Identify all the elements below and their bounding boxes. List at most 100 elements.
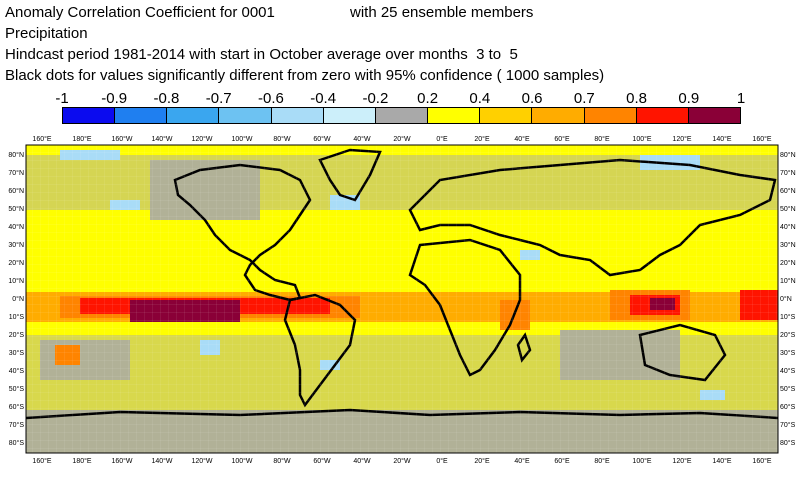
lon-tick-label-bottom: 120°E xyxy=(672,457,691,465)
lat-tick-label-right: 20°N xyxy=(780,259,796,267)
colorbar-tick-label: -0.8 xyxy=(153,90,180,107)
colorbar-segment xyxy=(63,108,116,123)
lat-tick-label-right: 40°S xyxy=(780,367,796,375)
lat-tick-label-right: 60°N xyxy=(780,187,796,195)
lon-tick-label-bottom: 120°W xyxy=(191,457,212,465)
lat-tick-label-left: 20°N xyxy=(8,259,24,267)
lat-tick-label-left: 10°S xyxy=(9,313,25,321)
lat-tick-label-right: 50°N xyxy=(780,205,796,213)
lat-tick-label-left: 50°N xyxy=(8,205,24,213)
lon-tick-label-bottom: 160°E xyxy=(752,457,771,465)
lat-tick-label-right: 0°N xyxy=(780,295,792,303)
colorbar-segment xyxy=(375,108,429,123)
lon-tick-label-bottom: 140°W xyxy=(151,457,172,465)
colorbar-segment xyxy=(636,108,689,123)
lon-tick-label-bottom: 40°E xyxy=(514,457,530,465)
lon-tick-label-bottom: 40°W xyxy=(353,457,371,465)
colorbar-tick-label: -1 xyxy=(55,90,69,107)
lon-tick-label-top: 80°W xyxy=(273,135,291,143)
colorbar-tick-label: 0.8 xyxy=(626,90,647,107)
colorbar-segment xyxy=(115,108,168,123)
colorbar-segment xyxy=(584,108,637,123)
lat-axis-right: 80°N 70°N 60°N 50°N 40°N 30°N 20°N 10°N 0°N 10°S 2… xyxy=(780,151,796,447)
lat-tick-label-right: 70°S xyxy=(780,421,796,429)
title-line-3: Hindcast period 1981-2014 with start in … xyxy=(5,46,518,63)
lon-tick-label-top: 160°W xyxy=(111,135,132,143)
colorbar-segment xyxy=(480,108,533,123)
lon-tick-label-bottom: 100°W xyxy=(231,457,252,465)
lat-tick-label-right: 10°N xyxy=(780,277,796,285)
lon-tick-label-top: 80°E xyxy=(594,135,610,143)
colorbar xyxy=(62,107,741,124)
lat-tick-label-right: 20°S xyxy=(780,331,796,339)
map-frame xyxy=(25,144,779,454)
lat-axis-left: 80°N 70°N 60°N 50°N 40°N 30°N 20°N 10°N 0°N 10°S 2… xyxy=(8,151,24,447)
lat-tick-label-right: 80°S xyxy=(780,439,796,447)
lat-tick-label-left: 60°S xyxy=(9,403,25,411)
lon-tick-label-top: 140°W xyxy=(151,135,172,143)
lat-tick-label-left: 80°S xyxy=(9,439,25,447)
colorbar-segment xyxy=(271,108,324,123)
colorbar-tick-label: -0.7 xyxy=(205,90,232,107)
lon-tick-label-bottom: 100°E xyxy=(632,457,651,465)
colorbar-tick-label: 0.4 xyxy=(469,90,491,107)
title-line-1a: Anomaly Correlation Coefficient for 0001 xyxy=(5,4,275,21)
lat-tick-label-right: 70°N xyxy=(780,169,796,177)
lon-tick-label-bottom: 80°E xyxy=(594,457,610,465)
colorbar-tick-label: 0.6 xyxy=(521,90,543,107)
colorbar-segment xyxy=(532,108,585,123)
title-line-4: Black dots for values significantly diff… xyxy=(5,67,605,84)
colorbar-tick-label: 1 xyxy=(736,90,746,107)
lat-tick-label-left: 60°N xyxy=(8,187,24,195)
lon-tick-label-top: 0°E xyxy=(436,135,448,143)
lon-tick-label-bottom: 80°W xyxy=(273,457,291,465)
lat-tick-label-left: 30°S xyxy=(9,349,25,357)
lat-tick-label-right: 60°S xyxy=(780,403,796,411)
lat-tick-label-left: 0°N xyxy=(12,295,24,303)
lon-tick-label-bottom: 160°E xyxy=(32,457,51,465)
lon-tick-label-top: 40°W xyxy=(353,135,371,143)
colorbar-tick-label: -0.4 xyxy=(310,90,337,107)
lat-tick-label-right: 40°N xyxy=(780,223,796,231)
colorbar-tick-label: 0.9 xyxy=(678,90,700,107)
lat-tick-label-right: 50°S xyxy=(780,385,796,393)
lon-tick-label-bottom: 180°E xyxy=(72,457,91,465)
lat-tick-label-left: 10°N xyxy=(8,277,24,285)
lat-tick-label-right: 10°S xyxy=(780,313,796,321)
lon-axis-bottom: 160°E 180°E 160°W 140°W 120°W 100°W 80°W 60°W 40… xyxy=(32,457,771,465)
colorbar-segment xyxy=(688,108,741,123)
colorbar-tick-label: -0.6 xyxy=(257,90,284,107)
title-line-1b: with 25 ensemble members xyxy=(350,4,534,21)
lon-tick-label-top: 20°E xyxy=(474,135,490,143)
lon-tick-label-bottom: 20°W xyxy=(393,457,411,465)
lat-tick-label-left: 50°S xyxy=(9,385,25,393)
lon-tick-label-top: 100°W xyxy=(231,135,252,143)
lon-tick-label-top: 100°E xyxy=(632,135,651,143)
lat-tick-label-right: 80°N xyxy=(780,151,796,159)
lon-tick-label-top: 20°W xyxy=(393,135,411,143)
lat-tick-label-right: 30°N xyxy=(780,241,796,249)
lon-tick-label-bottom: 60°W xyxy=(313,457,331,465)
lon-tick-label-bottom: 0°E xyxy=(436,457,448,465)
lat-tick-label-right: 30°S xyxy=(780,349,796,357)
colorbar-tick-label: -0.9 xyxy=(101,90,128,107)
lon-tick-label-top: 180°E xyxy=(72,135,91,143)
lat-tick-label-left: 40°N xyxy=(8,223,24,231)
lon-axis-top: 160°E 180°E 160°W 140°W 120°W 100°W 80°W 60°W 40… xyxy=(32,135,771,143)
lat-tick-label-left: 70°N xyxy=(8,169,24,177)
lat-tick-label-left: 70°S xyxy=(9,421,25,429)
colorbar-segment xyxy=(219,108,272,123)
lon-tick-label-top: 40°E xyxy=(514,135,530,143)
lon-tick-label-top: 140°E xyxy=(712,135,731,143)
lon-tick-label-top: 160°E xyxy=(752,135,771,143)
colorbar-segment xyxy=(428,108,481,123)
lat-tick-label-left: 80°N xyxy=(8,151,24,159)
lat-tick-label-left: 30°N xyxy=(8,241,24,249)
colorbar-segment xyxy=(167,108,220,123)
lon-tick-label-bottom: 60°E xyxy=(554,457,570,465)
lon-tick-label-bottom: 160°W xyxy=(111,457,132,465)
colorbar-tick-label: 0.7 xyxy=(573,90,595,107)
lat-tick-label-left: 40°S xyxy=(9,367,25,375)
colorbar-segment xyxy=(323,108,376,123)
